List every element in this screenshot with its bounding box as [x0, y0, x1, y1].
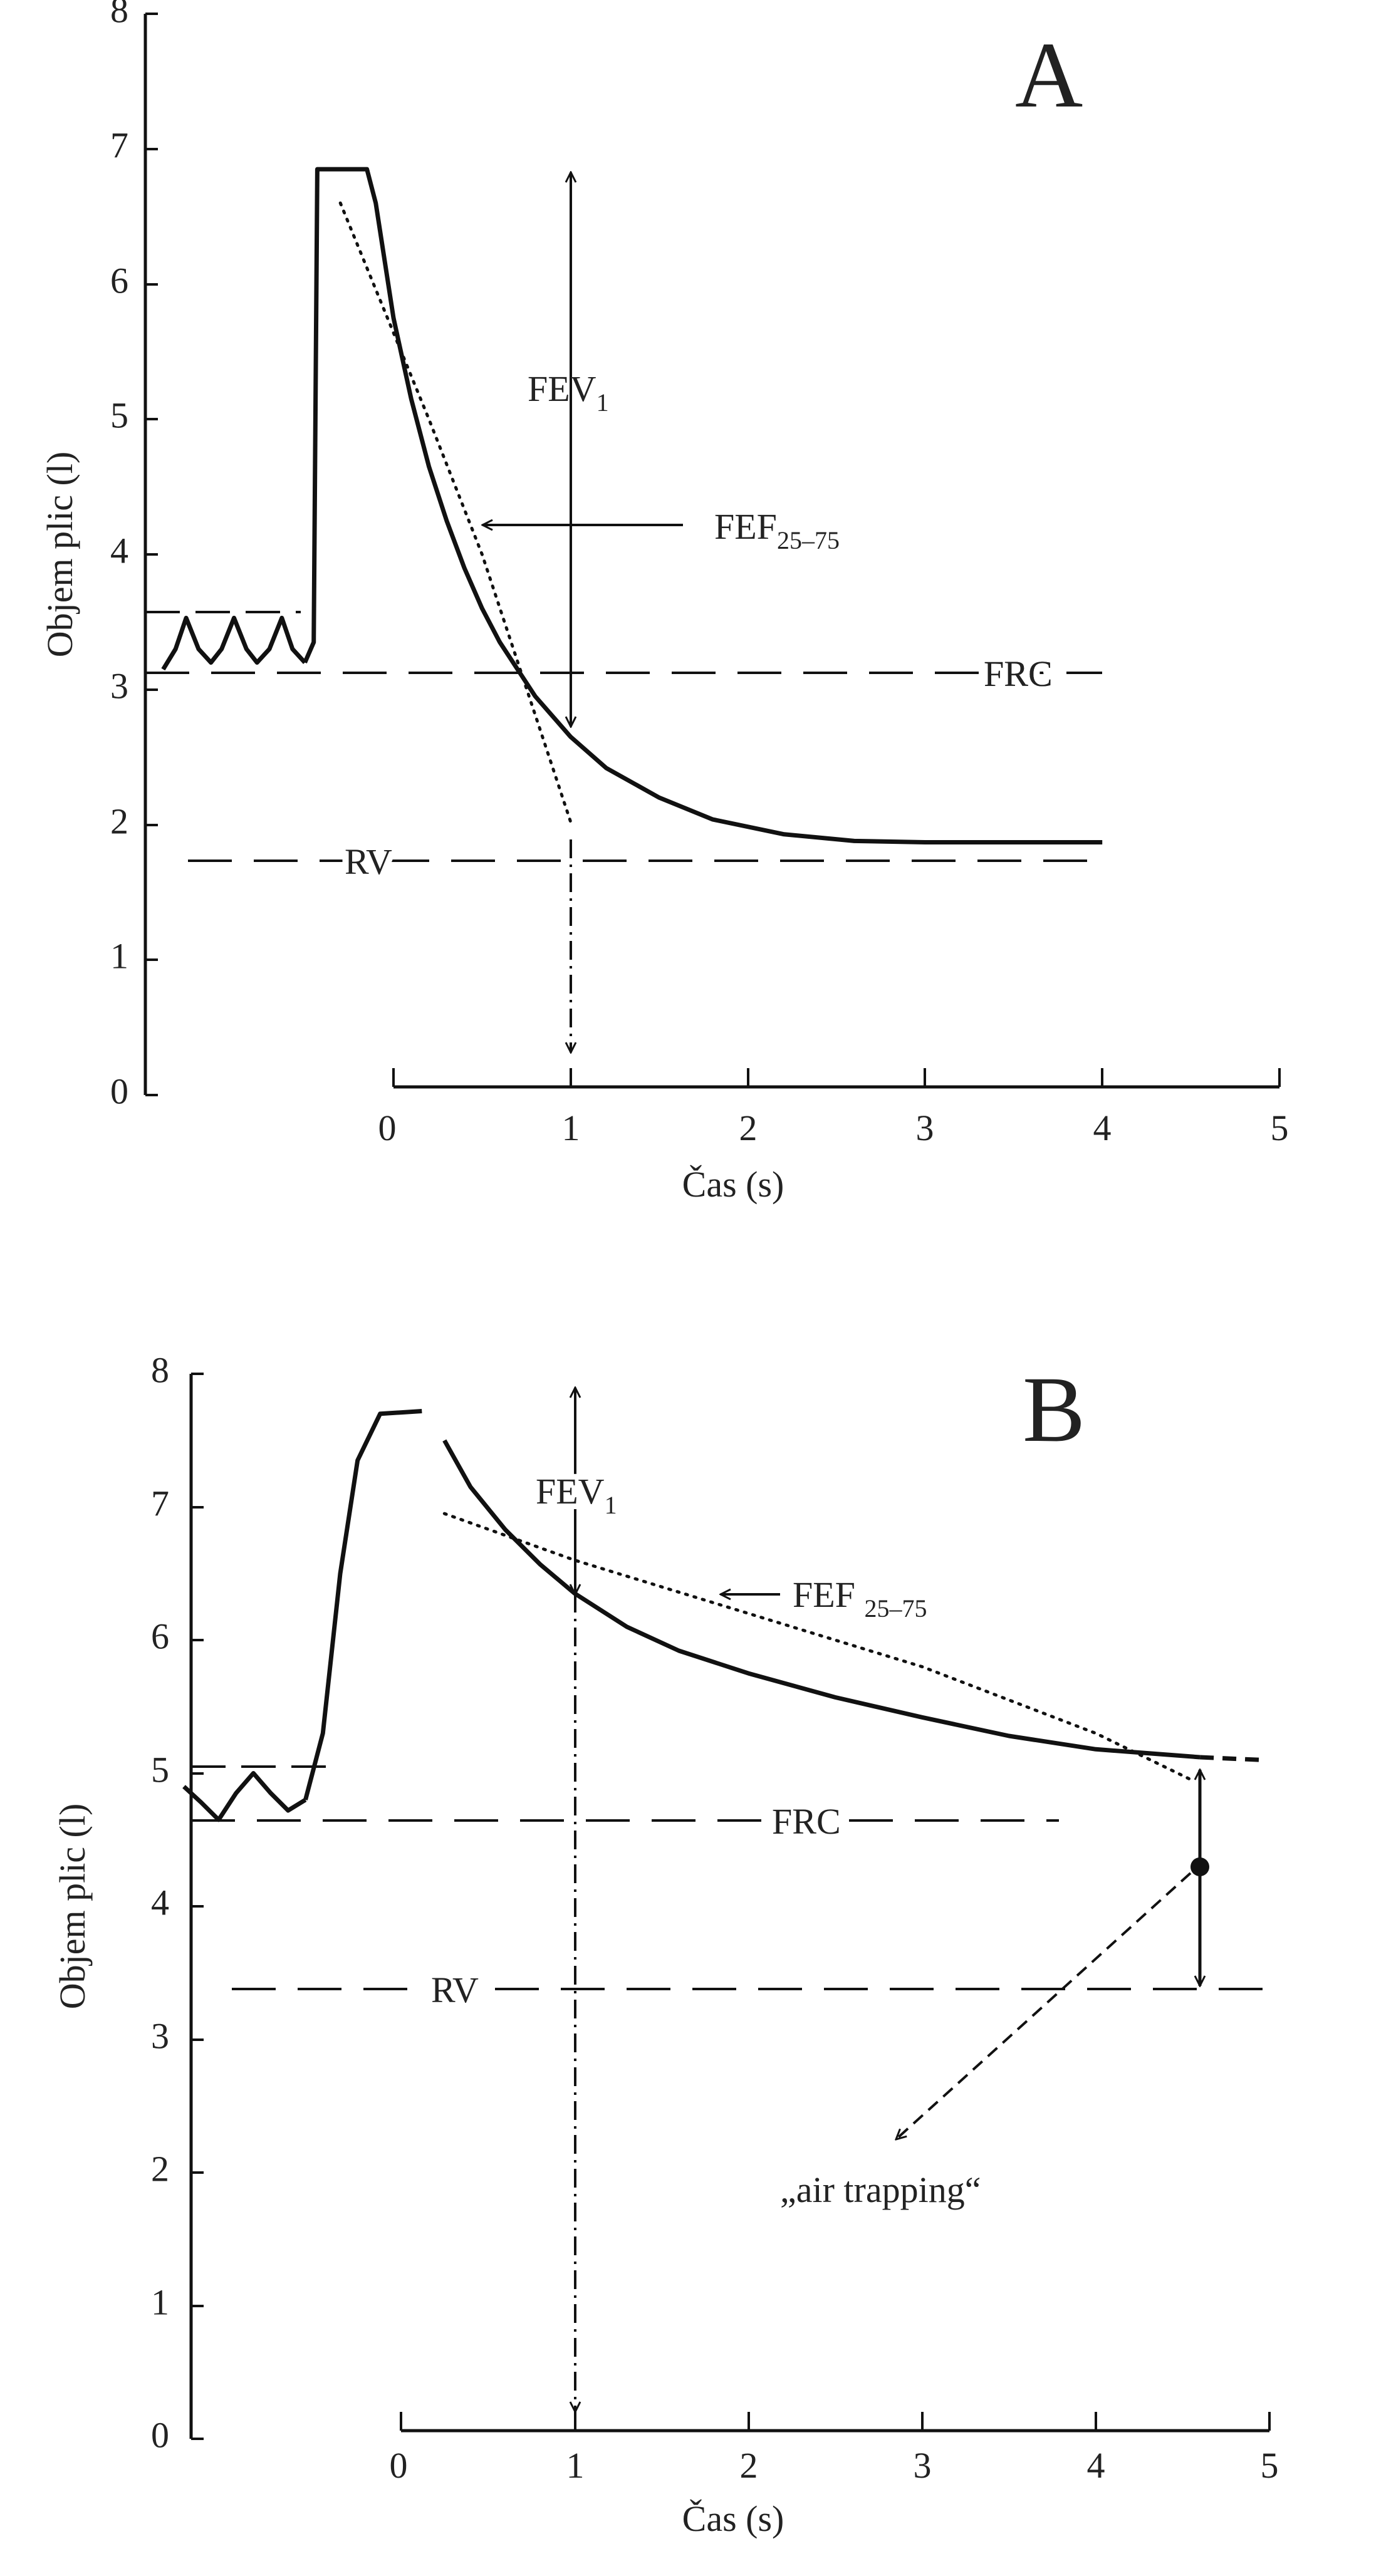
- panel-b: B 0 1 2 3 4 5 6 7 8: [52, 1349, 1279, 2539]
- frc-label-text: FRC: [984, 653, 1053, 694]
- panel-b-x-axis-title: Čas (s): [682, 2498, 784, 2539]
- y-tick-label: 1: [110, 935, 128, 976]
- y-tick-label: 5: [110, 395, 128, 435]
- forced-expiration-curve: [303, 167, 1103, 844]
- panel-a-y-axis-title: Objem plic (l): [39, 452, 80, 658]
- panel-b-annotations: FEV1 FEF 25–75 „air trapping“: [530, 1388, 1209, 2412]
- x-tick-label: 2: [740, 2445, 758, 2486]
- y-tick-label: 2: [110, 801, 128, 841]
- y-tick-label: 6: [151, 1616, 169, 1656]
- fef-label: FEF 25–75: [793, 1574, 927, 1623]
- air-trapping-dashed-arrow: [896, 1872, 1192, 2139]
- panel-a-x-tick-labels: 0 1 2 3 4 5: [378, 1108, 1289, 1148]
- x-tick-label: 0: [390, 2445, 408, 2486]
- rv-label: RV: [345, 841, 392, 882]
- x-tick-label: 2: [739, 1108, 758, 1148]
- inspiration-curve: [303, 1409, 422, 1800]
- fev1-label: FEV1: [536, 1471, 617, 1519]
- tidal-breathing-curve: [161, 615, 307, 671]
- y-tick-label: 4: [110, 530, 128, 571]
- x-tick-label: 0: [378, 1108, 397, 1148]
- forced-expiration-curve: [442, 1439, 1201, 1760]
- fef-tangent-line: [338, 201, 573, 824]
- panel-a: A 0 1 2 3 4 5 6 7 8: [39, 0, 1289, 1205]
- y-tick-label: 0: [110, 1071, 128, 1111]
- y-tick-label: 5: [151, 1749, 169, 1790]
- y-tick-label: 7: [151, 1483, 169, 1524]
- x-tick-label: 5: [1271, 1108, 1289, 1148]
- panel-a-x-axis-title: Čas (s): [682, 1164, 784, 1205]
- y-tick-label: 8: [151, 1349, 169, 1390]
- panel-b-y-ticks: [191, 1373, 204, 2440]
- panel-b-letter: B: [1023, 1358, 1085, 1462]
- tidal-breathing-curve: [182, 1771, 307, 1822]
- air-trapping-label: „air trapping“: [780, 2169, 981, 2210]
- y-tick-label: 3: [151, 2015, 169, 2056]
- extrapolation-dashed-curve: [1199, 1755, 1261, 1762]
- panel-a-y-ticks: [145, 13, 158, 1096]
- panel-a-x-ticks: [392, 1068, 1281, 1087]
- panel-b-reference-lines: [191, 1765, 1269, 1990]
- panel-a-series: [161, 167, 1103, 844]
- x-tick-label: 3: [916, 1108, 934, 1148]
- x-tick-label: 3: [914, 2445, 932, 2486]
- y-tick-label: 6: [110, 260, 128, 301]
- x-tick-label: 4: [1087, 2445, 1105, 2486]
- fef-tangent-line: [442, 1512, 1193, 1782]
- panel-a-y-tick-labels: 0 1 2 3 4 5 6 7 8: [110, 0, 128, 1111]
- panel-b-x-ticks: [400, 2412, 1271, 2431]
- y-tick-label: 7: [110, 125, 128, 165]
- y-tick-label: 8: [110, 0, 128, 30]
- panel-a-reference-lines: [145, 611, 1102, 862]
- panel-b-series: [182, 1409, 1261, 1822]
- y-tick-label: 2: [151, 2148, 169, 2189]
- y-tick-label: 1: [151, 2282, 169, 2322]
- fef-label: FEF25–75: [714, 506, 840, 554]
- x-tick-label: 1: [562, 1108, 580, 1148]
- rv-label: RV: [431, 1970, 479, 2010]
- fev1-label: FEV1: [528, 368, 609, 417]
- frc-label: FRC: [772, 1801, 841, 1842]
- x-tick-label: 5: [1261, 2445, 1279, 2486]
- panel-b-y-axis-title: Objem plic (l): [52, 1804, 93, 2010]
- y-tick-label: 3: [110, 665, 128, 706]
- x-tick-label: 4: [1093, 1108, 1112, 1148]
- panel-b-x-tick-labels: 0 1 2 3 4 5: [390, 2445, 1279, 2486]
- y-tick-label: 0: [151, 2414, 169, 2455]
- panel-a-letter: A: [1015, 23, 1083, 127]
- frc-label: FRC: [984, 653, 1053, 694]
- panel-a-annotations: FEV1 FEF25–75: [482, 172, 840, 1052]
- x-tick-label: 1: [566, 2445, 585, 2486]
- y-tick-label: 4: [151, 1882, 169, 1923]
- panel-b-y-tick-labels: 0 1 2 3 4 5 6 7 8: [151, 1349, 169, 2455]
- air-trapping-marker-dot: [1190, 1857, 1209, 1876]
